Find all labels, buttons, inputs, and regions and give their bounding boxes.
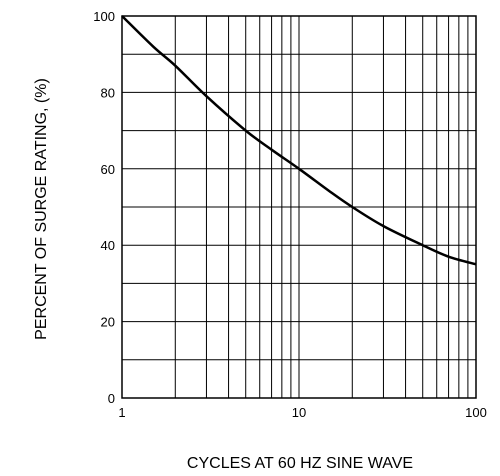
x-tick-labels: 1 10 100 — [118, 405, 486, 420]
x-axis-label: CYCLES AT 60 HZ SINE WAVE — [187, 455, 413, 472]
x-tick-label: 10 — [292, 405, 306, 420]
x-tick-label: 100 — [465, 405, 487, 420]
x-tick-label: 1 — [118, 405, 125, 420]
y-tick-labels: 0 20 40 60 80 100 — [93, 9, 115, 406]
plot-frame — [121, 15, 477, 399]
y-tick-label: 60 — [101, 162, 115, 177]
series-line — [121, 15, 477, 266]
y-tick-label: 80 — [101, 85, 115, 100]
grid — [122, 16, 476, 398]
y-axis-label: PERCENT OF SURGE RATING, (%) — [33, 78, 50, 340]
y-tick-label: 40 — [101, 238, 115, 253]
y-tick-label: 100 — [93, 9, 115, 24]
y-tick-label: 0 — [108, 391, 115, 406]
y-tick-label: 20 — [101, 315, 115, 330]
